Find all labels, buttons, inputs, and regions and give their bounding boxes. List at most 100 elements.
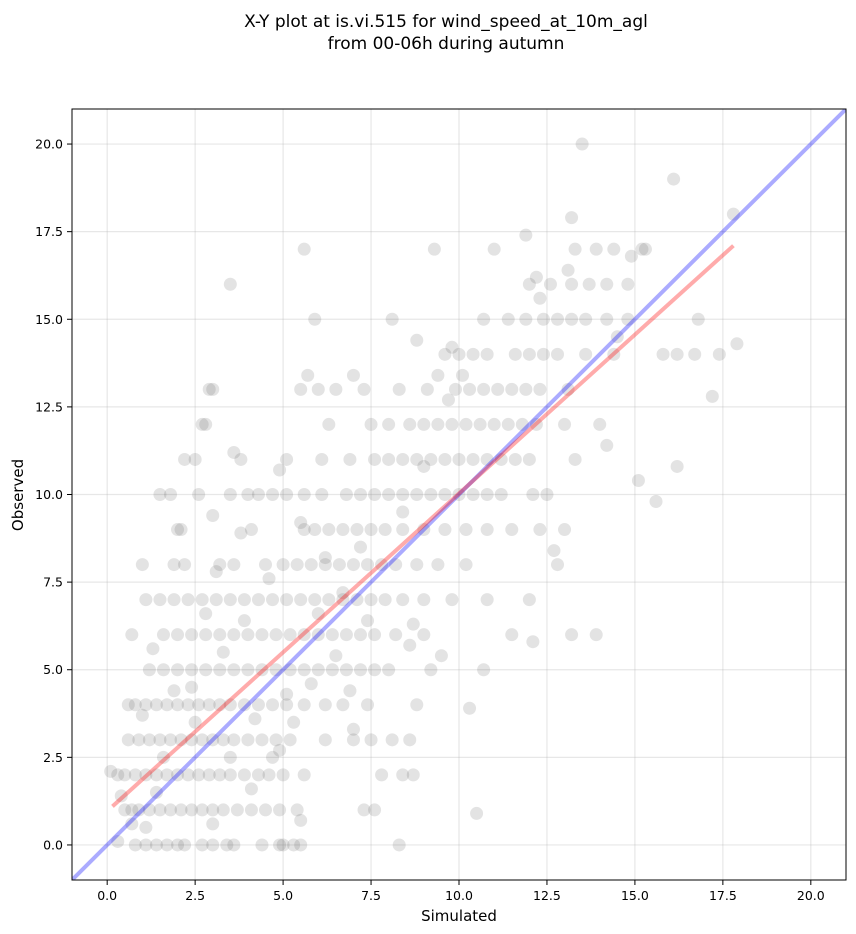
scatter-point xyxy=(318,551,332,565)
scatter-point xyxy=(508,347,522,361)
y-axis-label: Observed xyxy=(9,459,27,531)
scatter-point xyxy=(164,803,178,817)
scatter-point xyxy=(536,347,550,361)
scatter-point xyxy=(424,488,438,501)
scatter-point xyxy=(171,838,185,852)
scatter-point xyxy=(730,337,744,351)
scatter-point xyxy=(276,838,290,852)
reference-lines xyxy=(72,109,846,880)
y-tick-label: 2.5 xyxy=(43,750,63,765)
scatter-point xyxy=(417,417,431,431)
scatter-point xyxy=(403,733,417,747)
scatter-point xyxy=(153,803,167,817)
scatter-point xyxy=(294,382,308,396)
scatter-point xyxy=(551,347,565,361)
scatter-point xyxy=(624,249,638,263)
scatter-point xyxy=(192,698,206,712)
scatter-point xyxy=(216,803,230,817)
scatter-point xyxy=(308,523,322,537)
scatter-point xyxy=(128,698,142,712)
scatter-point xyxy=(396,523,410,537)
scatter-point xyxy=(551,312,565,326)
scatter-point xyxy=(164,733,178,747)
scatter-point xyxy=(209,565,223,579)
scatter-point xyxy=(206,509,220,523)
scatter-point xyxy=(522,452,536,466)
scatter-point xyxy=(529,417,543,431)
scatter-point xyxy=(230,803,244,817)
scatter-point xyxy=(466,452,480,466)
scatter-point xyxy=(329,382,343,396)
scatter-point xyxy=(357,803,371,817)
scatter-point xyxy=(311,382,325,396)
scatter-point xyxy=(600,277,614,291)
scatter-point xyxy=(607,242,621,256)
scatter-point xyxy=(223,277,237,291)
scatter-point xyxy=(670,459,684,473)
scatter-point xyxy=(322,417,336,431)
scatter-point xyxy=(540,488,554,501)
scatter-point xyxy=(167,558,181,572)
scatter-point xyxy=(631,473,645,487)
scatter-point xyxy=(656,347,670,361)
scatter-point xyxy=(287,838,301,852)
scatter-point xyxy=(266,488,280,501)
scatter-point xyxy=(171,523,185,537)
scatter-point xyxy=(357,382,371,396)
scatter-point xyxy=(276,558,290,572)
scatter-point xyxy=(181,593,195,607)
scatter-point xyxy=(353,663,367,677)
scatter-point xyxy=(185,663,199,677)
scatter-point xyxy=(705,389,719,403)
scatter-point xyxy=(392,838,406,852)
chart-subtitle: from 00-06h during autumn xyxy=(328,34,565,54)
scatter-point xyxy=(364,733,378,747)
scatter-point xyxy=(280,698,294,712)
scatter-point xyxy=(382,663,396,677)
scatter-point xyxy=(241,733,255,747)
scatter-point xyxy=(227,628,241,642)
scatter-point xyxy=(431,417,445,431)
scatter-points xyxy=(104,137,744,852)
scatter-point xyxy=(459,417,473,431)
scatter-point xyxy=(139,768,153,782)
scatter-point xyxy=(301,368,315,382)
scatter-point xyxy=(396,768,410,782)
scatter-point xyxy=(589,628,603,642)
scatter-point xyxy=(255,628,269,642)
scatter-point xyxy=(417,459,431,473)
scatter-point xyxy=(378,593,392,607)
scatter-point xyxy=(237,698,251,712)
scatter-point xyxy=(318,733,332,747)
scatter-point xyxy=(480,523,494,537)
scatter-point xyxy=(311,607,325,621)
scatter-point xyxy=(579,347,593,361)
scatter-point xyxy=(223,698,237,712)
scatter-point xyxy=(304,677,318,691)
scatter-point xyxy=(649,495,663,509)
scatter-point xyxy=(501,312,515,326)
scatter-point xyxy=(206,733,220,747)
scatter-point xyxy=(199,417,213,431)
scatter-point xyxy=(156,628,170,642)
scatter-point xyxy=(375,558,389,572)
scatter-point xyxy=(410,698,424,712)
scatter-point xyxy=(501,417,515,431)
scatter-point xyxy=(149,768,163,782)
scatter-point xyxy=(368,488,382,501)
scatter-point xyxy=(111,768,125,782)
scatter-point xyxy=(153,733,167,747)
scatter-point xyxy=(339,488,353,501)
scatter-point xyxy=(227,733,241,747)
scatter-point xyxy=(417,628,431,642)
scatter-point xyxy=(582,277,596,291)
scatter-point xyxy=(227,838,241,852)
scatter-point xyxy=(417,523,431,537)
scatter-point xyxy=(269,733,283,747)
scatter-point xyxy=(353,488,367,501)
scatter-point xyxy=(480,347,494,361)
scatter-point xyxy=(445,340,459,354)
scatter-point xyxy=(206,803,220,817)
scatter-point xyxy=(406,617,420,631)
scatter-point xyxy=(294,516,308,530)
